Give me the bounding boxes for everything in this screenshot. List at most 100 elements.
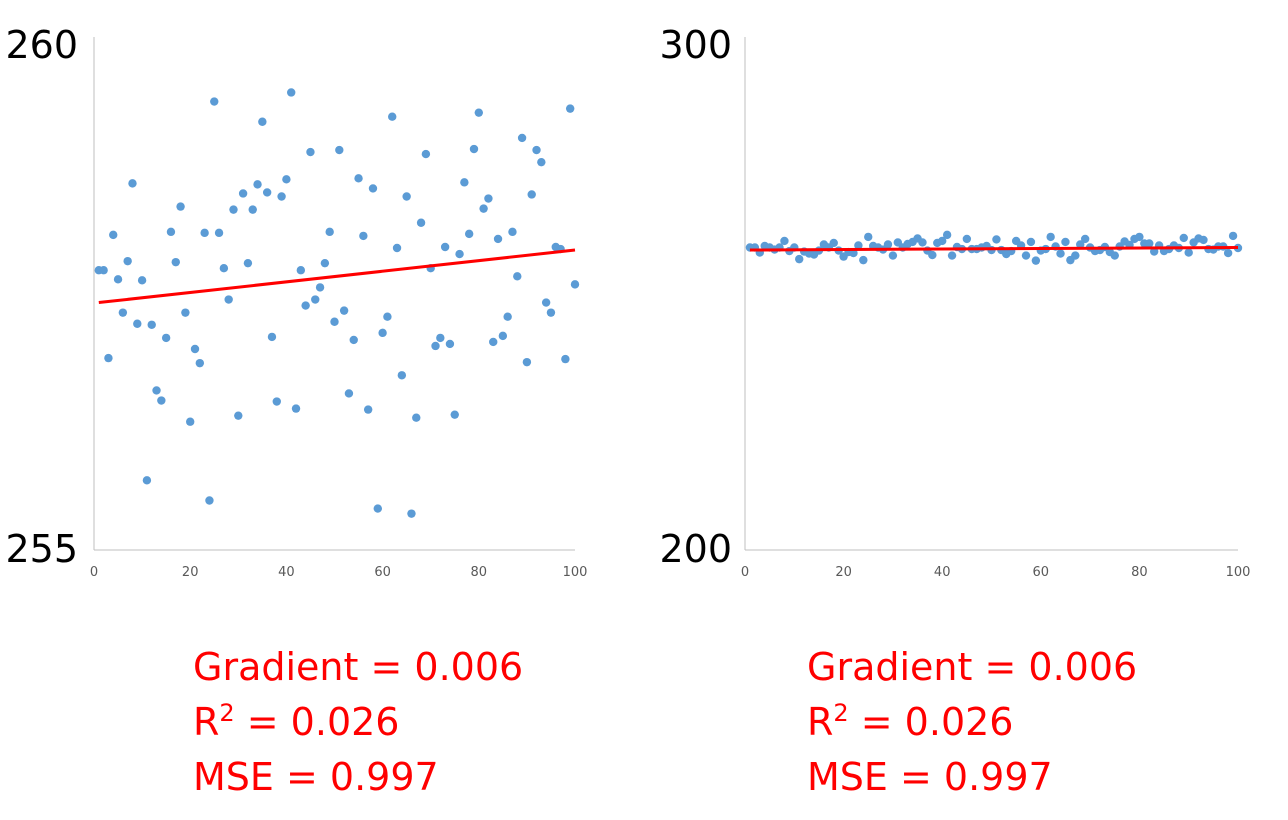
data-point — [795, 254, 804, 264]
x-tick-label: 40 — [934, 565, 951, 580]
data-point — [854, 241, 863, 250]
data-point — [109, 230, 118, 240]
data-point — [176, 202, 185, 211]
data-point — [267, 332, 277, 342]
r-squared-label: R2 = 0.026 — [193, 695, 523, 750]
data-point — [570, 280, 580, 289]
data-point — [104, 353, 113, 363]
data-point — [455, 249, 464, 259]
data-point — [253, 180, 262, 189]
data-point — [1179, 233, 1188, 243]
scatter-chart-right: 300 200 0 20 40 60 80 100 — [659, 23, 1250, 580]
y-tick-label-max: 300 — [659, 23, 732, 67]
data-point — [1061, 237, 1070, 247]
data-point — [1021, 251, 1031, 260]
data-point — [962, 234, 972, 244]
data-point — [503, 312, 512, 321]
r-squared-superscript: 2 — [833, 699, 849, 727]
data-point — [527, 190, 536, 199]
data-point — [325, 227, 334, 237]
data-point — [282, 175, 291, 184]
data-point — [214, 228, 224, 238]
scatter-chart-left: 260 255 0 20 40 60 80 100 — [5, 23, 587, 580]
data-point — [166, 227, 176, 237]
data-point — [210, 97, 219, 106]
data-point — [378, 328, 387, 338]
data-point — [354, 174, 363, 183]
r-squared-superscript: 2 — [219, 699, 235, 727]
data-point — [152, 386, 161, 395]
data-point — [412, 413, 421, 422]
data-point — [277, 192, 286, 201]
data-point — [883, 240, 893, 249]
r-squared-prefix: R — [193, 700, 220, 744]
data-point — [445, 339, 455, 349]
data-point — [829, 238, 838, 248]
data-points — [745, 230, 1243, 265]
data-point — [171, 257, 180, 267]
data-point — [464, 229, 474, 239]
data-point — [1026, 237, 1036, 247]
data-point — [373, 504, 382, 513]
x-tick-label: 100 — [1226, 565, 1251, 580]
y-tick-label-min: 200 — [659, 527, 732, 571]
x-tick-label: 60 — [1033, 565, 1050, 580]
data-point — [113, 275, 123, 284]
data-point — [219, 264, 229, 273]
data-point — [234, 411, 243, 420]
mse-label: MSE = 0.997 — [193, 755, 439, 799]
stats-right: Gradient = 0.006 R2 = 0.026 MSE = 0.997 — [807, 640, 1137, 805]
data-point — [450, 410, 459, 419]
data-point — [99, 266, 108, 275]
data-point — [330, 317, 339, 326]
data-point — [517, 133, 527, 143]
data-point — [565, 104, 575, 113]
data-point — [561, 354, 570, 364]
data-point — [137, 276, 147, 285]
data-point — [383, 312, 392, 321]
y-tick-label-max: 260 — [5, 23, 78, 67]
x-tick-label: 40 — [278, 565, 295, 580]
data-point — [229, 205, 238, 214]
data-point — [474, 108, 483, 117]
data-point — [864, 232, 873, 242]
data-point — [992, 235, 1001, 244]
data-point — [498, 331, 508, 341]
x-tick-label: 0 — [741, 565, 749, 580]
data-point — [335, 145, 344, 155]
data-point — [368, 184, 378, 193]
data-point — [1046, 232, 1055, 242]
data-point — [407, 509, 416, 518]
data-point — [489, 337, 498, 347]
trend-line — [749, 246, 1239, 252]
data-point — [195, 358, 205, 368]
data-point — [157, 396, 166, 405]
charts-canvas: 260 255 0 20 40 60 80 100 300 200 0 20 40 60 80 10… — [5, 23, 1250, 580]
r-squared-value: = 0.026 — [848, 700, 1014, 744]
data-point — [416, 218, 426, 227]
data-point — [938, 236, 947, 246]
data-point — [508, 227, 517, 237]
data-point — [1031, 256, 1041, 265]
data-point — [248, 205, 257, 214]
data-point — [363, 405, 373, 414]
gradient-label: Gradient = 0.006 — [193, 645, 524, 689]
data-point — [1223, 248, 1233, 258]
mse-label: MSE = 0.997 — [807, 755, 1053, 799]
data-point — [1080, 234, 1090, 244]
data-point — [479, 204, 488, 213]
data-point — [205, 496, 214, 505]
data-point — [532, 145, 541, 155]
data-point — [349, 335, 358, 345]
data-point — [928, 250, 937, 260]
data-point — [262, 188, 272, 197]
data-point — [493, 234, 503, 244]
data-points — [94, 88, 580, 518]
data-point — [440, 242, 450, 252]
data-point — [421, 149, 431, 159]
data-point — [460, 178, 469, 187]
data-point — [513, 272, 522, 281]
data-point — [118, 308, 128, 317]
data-point — [1199, 235, 1208, 245]
data-point — [128, 179, 137, 188]
